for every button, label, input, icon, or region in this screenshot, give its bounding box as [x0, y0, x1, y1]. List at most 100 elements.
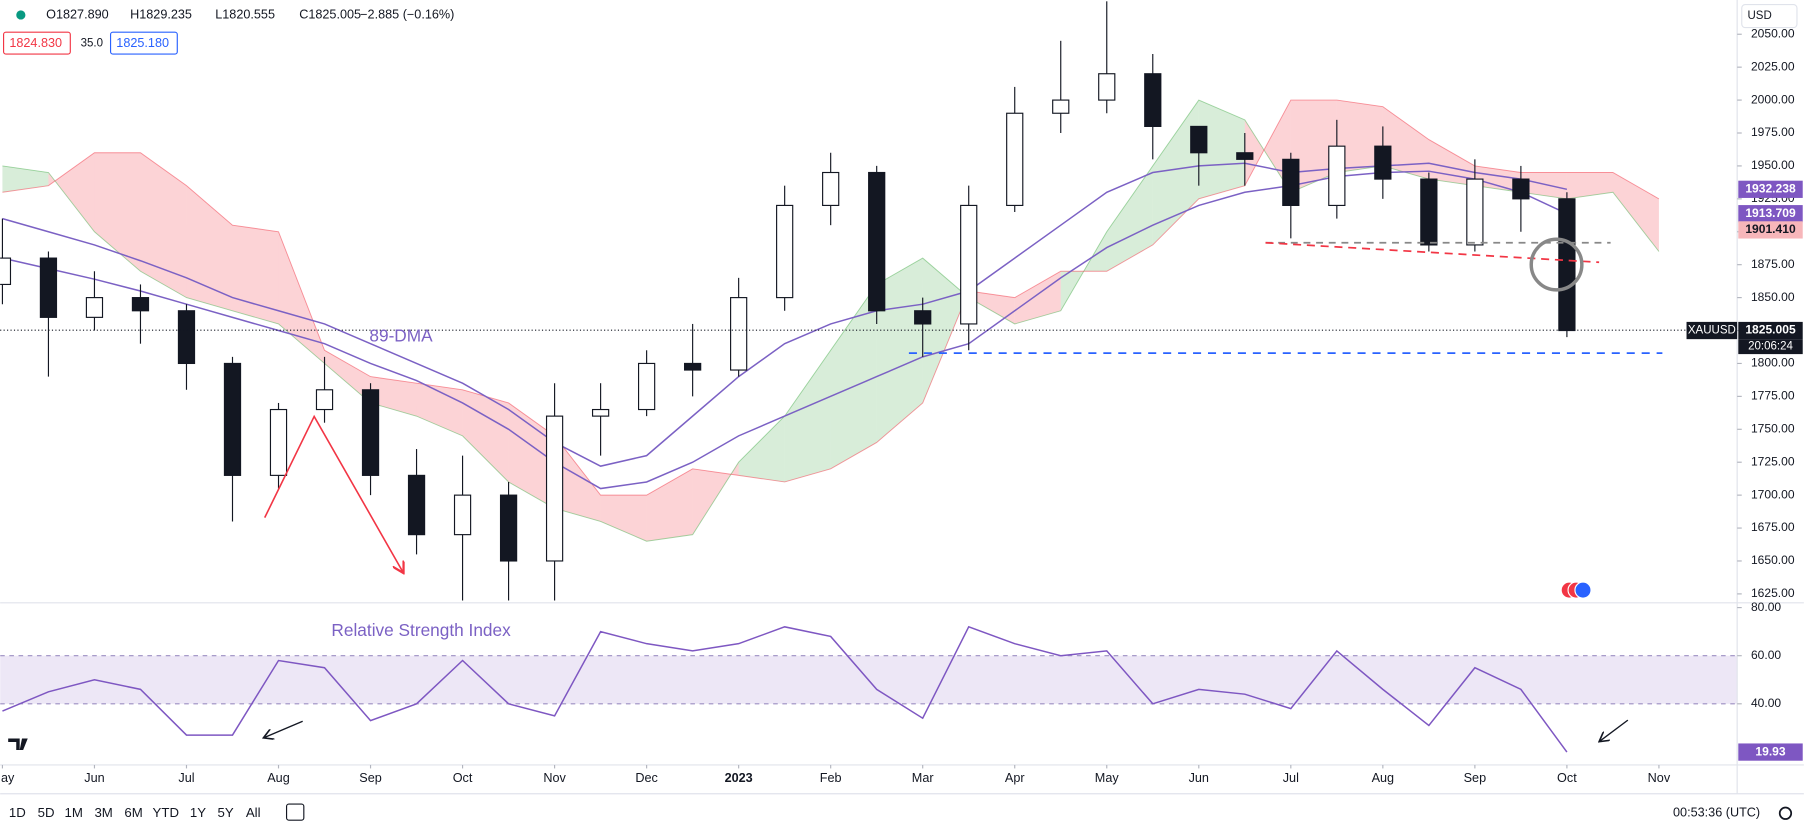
status-dot: [16, 10, 26, 20]
candle-body: [822, 171, 840, 207]
breakout-circle: [1529, 237, 1584, 292]
cloud-segment: [278, 231, 325, 364]
candle-body: [637, 362, 656, 411]
range-button[interactable]: All: [246, 805, 261, 820]
countdown: 20:06:24: [1748, 341, 1793, 353]
candle-body: [776, 204, 794, 299]
x-tick-label: Jul: [1283, 771, 1299, 785]
y-tick-label: 1675.00: [1751, 520, 1795, 534]
candle-body: [177, 310, 196, 365]
candle-body: [39, 257, 58, 318]
cloud-segment: [876, 258, 923, 443]
cloud-segment: [462, 389, 509, 482]
candle-body: [1512, 178, 1530, 200]
x-tick-label: Jun: [84, 771, 104, 785]
cloud-segment: [324, 350, 371, 403]
x-tick-label: 2023: [725, 771, 753, 785]
y-tick-label: 1750.00: [1751, 421, 1795, 435]
cloud-segment: [1014, 271, 1061, 324]
cloud-segment: [1198, 100, 1245, 199]
candle-body: [1236, 152, 1254, 160]
price-tag-label: 19.93: [1755, 744, 1785, 758]
symbol-box: [1686, 321, 1738, 340]
candle-body: [1144, 73, 1162, 127]
x-tick-label: Feb: [820, 771, 842, 785]
cloud-segment: [2, 165, 49, 193]
cloud-segment: [784, 350, 831, 482]
cloud-segment: [600, 495, 647, 542]
trend-line: [1265, 241, 1600, 264]
range-button[interactable]: YTD: [153, 805, 179, 820]
candle-body: [407, 474, 426, 536]
price-tag-label: 1913.709: [1745, 206, 1796, 220]
price-tag: [1738, 221, 1803, 239]
y-tick-label: 1975.00: [1751, 125, 1795, 139]
cloud-segment: [1428, 139, 1475, 186]
moving-average: [2, 170, 1568, 490]
price-tag: [1738, 321, 1803, 340]
range-button[interactable]: 1Y: [190, 805, 206, 820]
y-tick-label: 1875.00: [1751, 257, 1795, 271]
x-tick-label: Jun: [1189, 771, 1209, 785]
input-spread: 35.0: [81, 38, 103, 50]
candle-body: [269, 408, 288, 476]
range-button[interactable]: 3M: [94, 805, 112, 820]
cloud-segment: [646, 468, 693, 542]
candle-body: [1190, 125, 1208, 154]
candle-body: [1006, 112, 1024, 207]
x-tick-label: Aug: [1372, 771, 1395, 785]
calendar-icon[interactable]: [285, 803, 305, 821]
range-button[interactable]: 5Y: [218, 805, 234, 820]
moving-average: [2, 162, 1568, 467]
range-button[interactable]: 6M: [124, 805, 142, 820]
candle-body: [684, 362, 702, 371]
ohlc-low: L1820.555: [215, 7, 275, 21]
cloud-segment: [508, 402, 555, 509]
rsi-arrow: [265, 720, 303, 737]
candle-body: [223, 362, 242, 476]
input-box[interactable]: [109, 31, 178, 55]
range-button[interactable]: 1D: [9, 805, 26, 820]
cloud-segment: [232, 225, 279, 324]
cloud-segment: [738, 416, 785, 482]
cloud-segment: [1520, 172, 1567, 199]
y-tick-label: 1950.00: [1751, 158, 1795, 172]
range-button[interactable]: 1M: [65, 805, 83, 820]
candle-body: [0, 257, 12, 286]
x-tick-label: May: [1095, 771, 1120, 785]
input-box[interactable]: [3, 31, 71, 55]
y-tick-label: 1650.00: [1751, 553, 1795, 567]
candle-body: [1282, 158, 1300, 207]
cloud-segment: [1106, 165, 1153, 272]
settings-icon[interactable]: [1778, 806, 1793, 820]
currency[interactable]: USD: [1748, 10, 1772, 22]
input-ask[interactable]: 1825.180: [116, 36, 169, 50]
x-tick-label: Oct: [453, 771, 473, 785]
candle-body: [315, 389, 334, 411]
cloud-segment: [554, 435, 601, 522]
cloud-segment: [48, 152, 95, 232]
ohlc-close: C1825.005: [299, 7, 361, 21]
event-icon[interactable]: [1574, 581, 1592, 599]
cloud-segment: [968, 291, 1015, 324]
cloud-segment: [140, 152, 187, 298]
drawings: [0, 237, 1689, 751]
cloud-segment: [1566, 172, 1613, 199]
candle-body: [545, 415, 564, 562]
x-tick-label: May: [0, 771, 15, 785]
y-tick-label: 80.00: [1751, 600, 1781, 614]
candle-body: [730, 297, 748, 371]
ma-annotation: 89-DMA: [369, 326, 433, 346]
cloud-span-b: [2, 99, 1660, 496]
ohlc-high: H1829.235: [130, 7, 192, 21]
y-tick-label: 1625.00: [1751, 586, 1795, 600]
range-button[interactable]: 5D: [38, 805, 55, 820]
price-tag: [1738, 205, 1803, 223]
input-bid[interactable]: 1824.830: [9, 36, 62, 50]
price-tag-label: 1825.005: [1745, 323, 1796, 337]
x-tick-label: Mar: [912, 771, 934, 785]
currency-button[interactable]: [1741, 4, 1798, 29]
rsi-title: Relative Strength Index: [331, 620, 511, 640]
x-tick-label: Sep: [359, 771, 382, 785]
